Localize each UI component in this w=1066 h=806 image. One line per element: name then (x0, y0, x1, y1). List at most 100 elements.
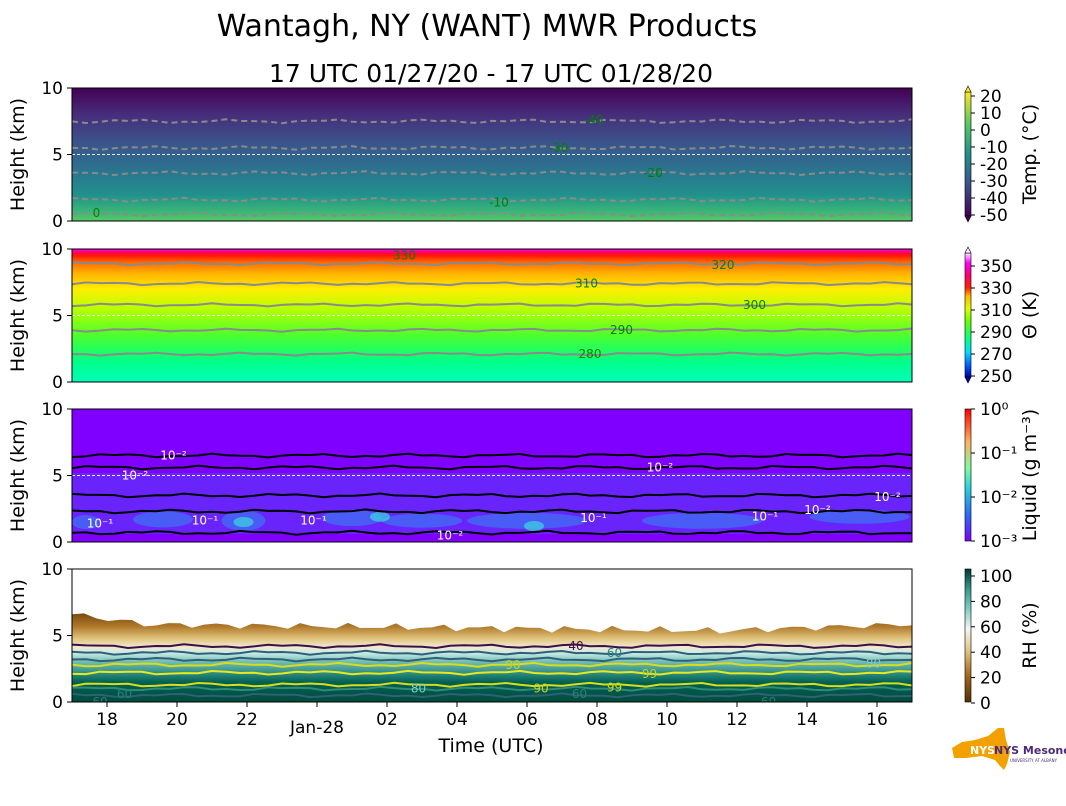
x-tick-label: 10 (656, 710, 678, 730)
x-tick-label: 16 (866, 710, 888, 730)
theta-contour-line (72, 327, 912, 333)
colorbar-tick-label: 290 (980, 323, 1012, 343)
colorbar-tick-label: 20 (980, 87, 1002, 107)
contour-label: 99 (642, 667, 657, 681)
liquid-blob (133, 511, 193, 528)
colorbar-extend-bottom (964, 215, 972, 223)
y-tick-label: 5 (52, 307, 63, 327)
x-tick-label: 18 (96, 710, 118, 730)
liquid-blob (642, 512, 762, 529)
contour-label: 10⁻² (122, 469, 149, 483)
y-axis-label: Height (km) (7, 579, 29, 692)
temp-contour-line (72, 211, 912, 218)
y-axis-label: Height (km) (7, 419, 29, 532)
y-tick-label: 0 (52, 533, 63, 553)
contour-label: 60 (607, 646, 622, 660)
contour-label: 60 (117, 687, 132, 701)
contour-label: -40 (584, 113, 604, 127)
liquid-blob (72, 515, 100, 530)
theta-contour-line (72, 280, 912, 287)
y-tick-label: 10 (41, 240, 63, 260)
contour-label: 60 (761, 695, 776, 709)
colorbar-tick-label: 270 (980, 345, 1012, 365)
rh-contour-line (72, 681, 912, 688)
contour-label: 10⁻¹ (87, 516, 114, 530)
colorbar-tick-label: 0 (980, 694, 991, 714)
colorbar-tick-label: 330 (980, 279, 1012, 299)
contour-label: 10⁻¹ (192, 514, 219, 528)
rh-contour-line (72, 669, 912, 676)
rh-contour-line (72, 656, 912, 663)
colorbar-tick-label: 60 (980, 618, 1002, 638)
liquid-contour-line (72, 464, 912, 471)
contour-label: -30 (549, 141, 569, 155)
rh-contour-line (72, 643, 912, 650)
x-tick-label: 22 (236, 710, 258, 730)
y-tick-label: 5 (52, 146, 63, 166)
colorbar: 100 80 60 40 20 0 RH (%) (964, 567, 1041, 714)
contour-label: 80 (866, 656, 881, 670)
contour-label: -10 (489, 195, 509, 209)
colorbar-tick-label: -20 (980, 155, 1008, 175)
logo-title: NYS Mesonet (994, 744, 1066, 757)
liquid-blob (382, 513, 462, 528)
y-tick-label: 10 (41, 560, 63, 580)
colorbar-tick-label: 250 (980, 367, 1012, 387)
contour-label: 40 (568, 639, 583, 653)
contour-label: 320 (712, 258, 735, 272)
x-tick-label: Jan-28 (289, 718, 344, 738)
colorbar-tick-label: 10 (980, 104, 1002, 124)
contour-label: 60 (92, 695, 107, 709)
liquid-blob (322, 510, 382, 527)
x-tick-label: 12 (726, 710, 748, 730)
contour-label: 60 (572, 687, 587, 701)
contour-label: 280 (579, 347, 602, 361)
temp-contour-line (72, 196, 912, 203)
x-tick-label: 08 (586, 710, 608, 730)
contour-label: 10⁻² (804, 503, 831, 517)
x-axis-label: Time (UTC) (437, 735, 543, 757)
colorbar-label: RH (%) (1019, 602, 1041, 668)
x-axis: 18 20 22 Jan-28 02 04 06 08 10 12 14 16 (96, 710, 888, 738)
colorbar-tick-label: -10 (980, 138, 1008, 158)
colorbar-label: Θ (K) (1019, 291, 1041, 339)
y-tick-label: 5 (52, 467, 63, 487)
y-tick-label: 0 (52, 373, 63, 393)
contour-label: 10⁻¹ (580, 511, 607, 525)
rh-contour-line (72, 685, 912, 692)
colorbar-extend-top (964, 246, 972, 254)
contour-label: 310 (575, 277, 598, 291)
plot-area: 0 -10 -20 -30 -40 (72, 88, 912, 221)
ny-state-shape-icon (952, 728, 1010, 770)
x-tick-label: 04 (446, 710, 468, 730)
y-tick-label: 5 (52, 627, 63, 647)
contour-label: 290 (610, 323, 633, 337)
y-tick-label: 10 (41, 400, 63, 420)
figure-title: Wantagh, NY (WANT) MWR Products (217, 9, 757, 44)
colorbar-scale (964, 252, 972, 378)
rh-contour-line (72, 649, 912, 656)
liquid-contour-line (72, 529, 912, 536)
rh-contour-line (72, 692, 912, 699)
temp-contour-line (72, 144, 912, 151)
contour-label: -20 (643, 166, 663, 180)
liquid-blob (467, 512, 587, 529)
colorbar-extend-top (964, 85, 972, 93)
liquid-peak (233, 517, 254, 528)
liquid-panel: 10⁻² 10⁻² 10⁻¹ 10⁻¹ 10⁻¹ 10⁻² 10⁻² 10⁻¹ 10⁻¹ 10⁻²… (7, 400, 1041, 553)
y-tick-label: 0 (52, 212, 63, 232)
x-tick-label: 02 (376, 710, 398, 730)
nys-mesonet-logo: NYS NYS Mesonet UNIVERSITY AT ALBANY (952, 728, 1066, 770)
colorbar-scale (964, 568, 972, 703)
rh-panel: 40 60 90 99 99 90 60 60 60 60 80 80 0 5 10 Height (km) 1… (7, 560, 1041, 714)
theta-contour-line (72, 302, 912, 308)
theta-contour-line (72, 351, 912, 357)
liquid-contour-line (72, 508, 912, 515)
contour-label: 90 (533, 682, 548, 696)
plot-area: 40 60 90 99 99 90 60 60 60 60 80 80 (72, 569, 912, 709)
colorbar-tick-label: 350 (980, 257, 1012, 277)
logo-subtitle: UNIVERSITY AT ALBANY (1010, 758, 1058, 763)
